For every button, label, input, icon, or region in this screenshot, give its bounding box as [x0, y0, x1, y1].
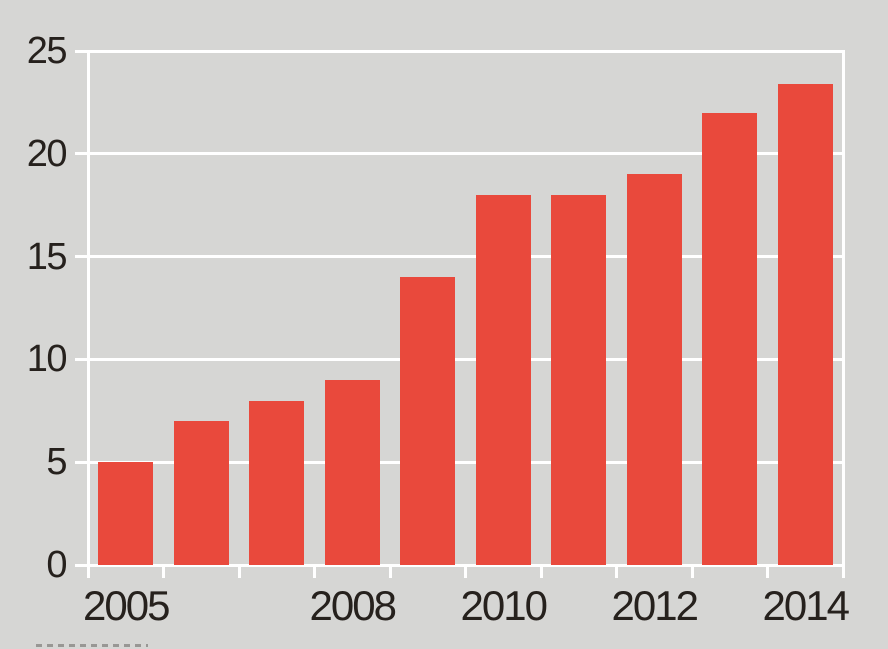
bar-2009	[400, 277, 456, 565]
x-axis-tick	[615, 565, 618, 578]
gridline-20	[75, 152, 843, 156]
x-axis-tick	[162, 565, 165, 578]
x-tick-label-2014: 2014	[762, 582, 850, 629]
bar-2013	[702, 112, 758, 565]
x-axis-tick	[237, 565, 241, 578]
gridline-0	[75, 563, 843, 567]
gridline-10	[75, 357, 843, 361]
x-tick-label-2008: 2008	[309, 582, 397, 629]
y-tick-label-0: 0	[46, 544, 67, 586]
bar-2011	[551, 194, 607, 565]
gridline-15	[75, 255, 843, 259]
bar-2010	[475, 194, 531, 565]
bar-2008	[324, 379, 380, 565]
x-axis-tick	[388, 565, 392, 578]
y-tick-label-20: 20	[26, 132, 68, 175]
x-axis-tick	[690, 565, 694, 578]
bar-2012	[626, 174, 682, 565]
x-tick-label-2005: 2005	[83, 582, 170, 629]
bar-2005	[98, 462, 154, 565]
bar-2006	[173, 421, 229, 565]
gridline-5	[75, 460, 843, 464]
bar-2007	[249, 400, 305, 565]
y-tick-label-10: 10	[26, 338, 68, 381]
gridline-25	[75, 49, 843, 53]
x-axis-tick	[539, 565, 543, 578]
x-tick-label-2010: 2010	[460, 582, 548, 629]
y-tick-label-25: 25	[26, 30, 68, 72]
bar-2014	[777, 83, 833, 565]
y-tick-label-15: 15	[26, 235, 68, 278]
x-tick-label-2012: 2012	[611, 582, 699, 629]
y-tick-label-5: 5	[46, 441, 67, 484]
cropped-caption-fragment	[36, 644, 148, 647]
y-axis-line	[86, 49, 90, 578]
x-axis-tick	[464, 565, 467, 578]
x-axis-tick	[313, 565, 316, 578]
plot-right-border	[841, 49, 845, 578]
x-axis-tick	[766, 565, 769, 578]
